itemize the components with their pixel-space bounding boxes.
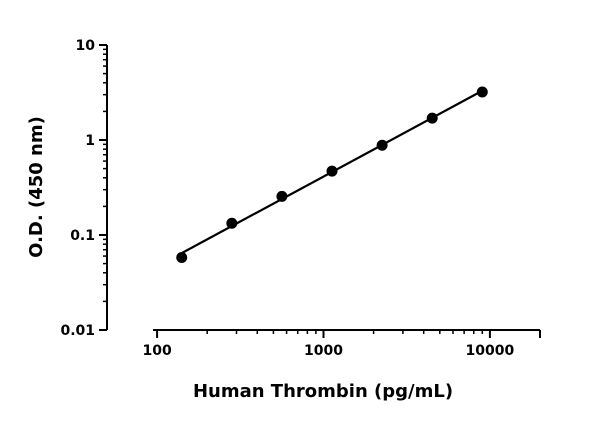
y-tick-label: 10 bbox=[76, 38, 96, 54]
data-point bbox=[476, 86, 488, 98]
y-axis: 0.01 0.1 1 10 bbox=[60, 38, 108, 339]
y-axis-title: O.D. (450 nm) bbox=[26, 116, 47, 258]
x-axis-title: Human Thrombin (pg/mL) bbox=[193, 381, 453, 402]
y-tick-label: 1 bbox=[85, 133, 95, 149]
x-axis: 100 1000 10000 bbox=[142, 329, 541, 359]
data-point bbox=[226, 217, 238, 229]
x-tick-label: 100 bbox=[142, 343, 171, 359]
x-tick-label: 1000 bbox=[304, 343, 343, 359]
data-point bbox=[376, 139, 388, 151]
x-tick-label: 10000 bbox=[466, 343, 515, 359]
y-tick-label: 0.01 bbox=[60, 323, 95, 339]
series-layer bbox=[176, 86, 488, 263]
data-point bbox=[326, 165, 338, 177]
data-point bbox=[426, 112, 438, 124]
y-tick-label: 0.1 bbox=[70, 228, 95, 244]
data-point bbox=[276, 190, 288, 202]
data-point bbox=[176, 251, 188, 263]
